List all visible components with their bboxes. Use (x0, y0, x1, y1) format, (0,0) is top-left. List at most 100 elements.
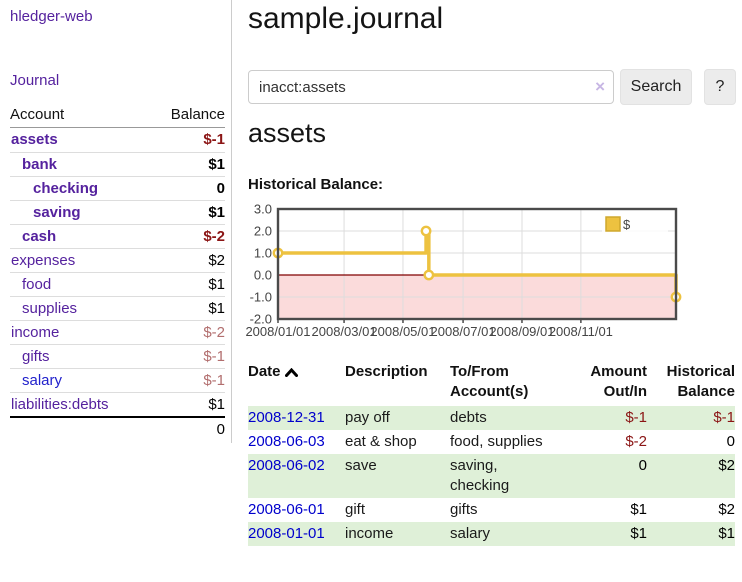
register-balance: $-1 (713, 409, 735, 426)
register-amount: $1 (630, 525, 647, 542)
register-balance: 0 (726, 433, 735, 450)
register-accounts: saving, checking (450, 457, 510, 494)
total-balance: 0 (216, 421, 225, 438)
register-date-link[interactable]: 2008-06-02 (248, 457, 325, 474)
register-balance: $1 (718, 525, 735, 542)
account-link-bank[interactable]: bank (22, 156, 58, 173)
legend-label: $ (623, 217, 631, 232)
y-axis-tick-label: 3.0 (254, 202, 272, 217)
account-link-income[interactable]: income (11, 324, 60, 341)
account-balance: $1 (208, 300, 225, 317)
column-header-amount: Amount Out/In (590, 363, 647, 400)
register-balance: $2 (718, 501, 735, 518)
accounts-table-header: Account Balance (10, 104, 225, 128)
brand-link[interactable]: hledger-web (10, 8, 93, 25)
column-header-balance: Historical Balance (666, 363, 735, 400)
clear-search-icon[interactable]: × (595, 77, 605, 96)
account-balance: $1 (208, 156, 225, 173)
register-date-link[interactable]: 2008-01-01 (248, 525, 325, 542)
account-balance: $1 (208, 396, 225, 413)
chart-legend: $ (602, 214, 668, 236)
register-row: 2008-06-02 save saving, checking 0 $2 (248, 454, 735, 498)
data-point-marker (423, 269, 435, 281)
account-link-food[interactable]: food (22, 276, 52, 293)
account-link-supplies[interactable]: supplies (22, 300, 78, 317)
help-button[interactable]: ? (704, 69, 736, 105)
y-axis-tick-label: -1.0 (250, 290, 272, 305)
register-date-cell: 2008-06-03 (248, 432, 345, 452)
account-link-expenses[interactable]: expenses (11, 252, 76, 269)
x-axis-tick-label: 2008/07/01 (431, 324, 496, 339)
column-header-accounts: To/From Account(s) (450, 363, 529, 400)
sidebar: hledger-web Journal Account Balance asse… (0, 0, 232, 443)
historical-balance-chart: 3.0 2.0 1.0 0.0 -1.0 -2.0 2008/01/01 2008/03/01… (240, 200, 700, 342)
x-axis-tick-label: 2008/11/01 (549, 324, 613, 339)
account-balance: 0 (216, 180, 225, 197)
account-row: gifts $-1 (10, 344, 225, 368)
register-date-link[interactable]: 2008-06-03 (248, 433, 325, 450)
account-balance: $1 (208, 276, 225, 293)
search-button[interactable]: Search (620, 69, 692, 105)
register-accounts: food, supplies (450, 433, 543, 450)
y-axis-tick-label: 0.0 (254, 268, 272, 283)
register-accounts: debts (450, 409, 487, 426)
register-description: pay off (345, 409, 390, 426)
account-row: assets $-1 (10, 128, 225, 152)
register-description: eat & shop (345, 433, 417, 450)
register-row: 2008-06-01 gift gifts $1 $2 (248, 498, 735, 522)
account-balance: $-2 (203, 228, 225, 245)
accounts-list: assets $-1 bank $1 checking 0 saving $1 cash $-2 e… (10, 128, 225, 416)
accounts-total-row: 0 (10, 416, 225, 440)
y-axis-tick-label: -2.0 (250, 312, 272, 327)
account-link-saving[interactable]: saving (33, 204, 81, 221)
sidebar-item-journal[interactable]: Journal (10, 72, 60, 89)
legend-swatch (605, 216, 621, 232)
page-title: sample.journal (248, 2, 444, 35)
account-link-salary[interactable]: salary (22, 372, 63, 389)
account-link-cash[interactable]: cash (22, 228, 57, 245)
account-balance: $-1 (203, 131, 225, 148)
account-link-assets[interactable]: assets (11, 131, 58, 148)
account-link-gifts[interactable]: gifts (22, 348, 50, 365)
account-row: liabilities:debts $1 (10, 392, 225, 416)
register-date-cell: 2008-06-02 (248, 456, 345, 496)
main-content: sample.journal × Search ? assets Histori… (245, 0, 742, 582)
account-row: food $1 (10, 272, 225, 296)
register-date-cell: 2008-12-31 (248, 408, 345, 428)
register-header-row: Date Description To/From Account(s) Amou… (248, 362, 735, 406)
search-form: × Search ? (248, 69, 742, 105)
register-rows: 2008-12-31 pay off debts $-1 $-1 2008-06-03 ea… (248, 406, 735, 546)
x-axis-tick-label: 2008/03/01 (312, 324, 377, 339)
chart-title: Historical Balance: (248, 176, 384, 193)
register-row: 2008-01-01 income salary $1 $1 (248, 522, 735, 546)
register-row: 2008-06-03 eat & shop food, supplies $-2 0 (248, 430, 735, 454)
account-link-liabilities-debts[interactable]: liabilities:debts (11, 396, 109, 413)
register-date-link[interactable]: 2008-12-31 (248, 409, 325, 426)
register-balance: $2 (718, 457, 735, 474)
search-box: × (248, 70, 614, 104)
x-axis-tick-label: 2008/01/01 (245, 324, 310, 339)
register-amount: $1 (630, 501, 647, 518)
sort-ascending-icon[interactable] (284, 363, 298, 383)
account-balance: $-1 (203, 372, 225, 389)
account-balance: $2 (208, 252, 225, 269)
register-description: gift (345, 501, 366, 518)
account-row: income $-2 (10, 320, 225, 344)
x-axis-tick-label: 2008/05/01 (370, 324, 435, 339)
register-date-link[interactable]: 2008-06-01 (248, 501, 325, 518)
register-date-cell: 2008-06-01 (248, 500, 345, 520)
column-header-date[interactable]: Date (248, 362, 345, 402)
search-input[interactable] (249, 71, 613, 103)
register-table: Date Description To/From Account(s) Amou… (248, 362, 735, 546)
column-header-description: Description (345, 363, 428, 380)
account-balance: $1 (208, 204, 225, 221)
y-axis-tick-label: 2.0 (254, 224, 272, 239)
account-heading: assets (248, 118, 327, 148)
accounts-table: Account Balance assets $-1 bank $1 checking 0… (10, 104, 225, 440)
account-row: expenses $2 (10, 248, 225, 272)
register-amount: 0 (638, 457, 647, 474)
account-link-checking[interactable]: checking (33, 180, 99, 197)
register-accounts: gifts (450, 501, 478, 518)
